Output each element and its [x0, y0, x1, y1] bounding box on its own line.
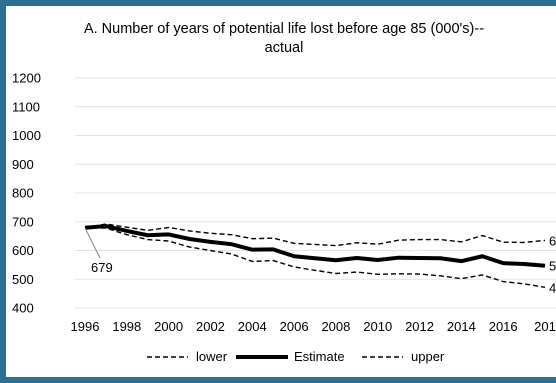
series-line-upper [84, 223, 546, 247]
series-lines [84, 223, 546, 288]
chart-title: A. Number of years of potential life los… [46, 20, 522, 58]
annotation-end-label-2: 5 [549, 259, 556, 274]
y-tick-label-1000: 1000 [12, 128, 41, 143]
x-tick-label-2008: 2008 [321, 319, 350, 334]
y-tick-label-600: 600 [12, 243, 34, 258]
series-line-lower [84, 227, 546, 288]
legend-label-upper: upper [411, 349, 445, 364]
y-tick-label-1200: 1200 [12, 71, 41, 86]
y-tick-label-900: 900 [12, 157, 34, 172]
x-tick-label-2002: 2002 [196, 319, 225, 334]
x-tick-label-1998: 1998 [112, 319, 141, 334]
annotation-label-679: 679 [91, 260, 113, 275]
chart-title-line-1: A. Number of years of potential life los… [83, 21, 485, 37]
x-axis-ticks: 1996 1998 2000 2002 2004 2006 2008 2010 2012 2014… [71, 319, 556, 334]
annotations: 679 6 5 4 [84, 227, 556, 295]
y-tick-label-500: 500 [12, 272, 34, 287]
annotation-end-label-1: 6 [549, 233, 556, 248]
x-tick-label-2010: 2010 [363, 319, 392, 334]
legend: lower Estimate upper [147, 349, 445, 364]
annotation-end-label-3: 4 [549, 280, 556, 295]
x-tick-label-201: 201 [534, 319, 556, 334]
x-tick-label-2004: 2004 [238, 319, 267, 334]
x-tick-label-2012: 2012 [405, 319, 434, 334]
gridlines [75, 77, 556, 309]
legend-label-lower: lower [196, 349, 228, 364]
x-tick-label-1996: 1996 [71, 319, 100, 334]
series-line-estimate [84, 224, 546, 268]
chart-title-line-2: actual [264, 40, 304, 56]
x-tick-label-2016: 2016 [489, 319, 518, 334]
legend-label-estimate: Estimate [294, 349, 345, 364]
y-tick-label-800: 800 [12, 186, 34, 201]
y-tick-label-1100: 1100 [12, 99, 40, 114]
x-tick-label-2000: 2000 [154, 319, 183, 334]
annotation-leader-line-679 [84, 227, 101, 259]
y-tick-label-700: 700 [12, 214, 34, 229]
x-tick-label-2006: 2006 [280, 319, 309, 334]
y-axis-ticks: 400 500 600 700 800 900 1000 1100 1200 [12, 71, 41, 316]
x-tick-label-2014: 2014 [447, 319, 476, 334]
y-tick-label-400: 400 [12, 301, 34, 316]
